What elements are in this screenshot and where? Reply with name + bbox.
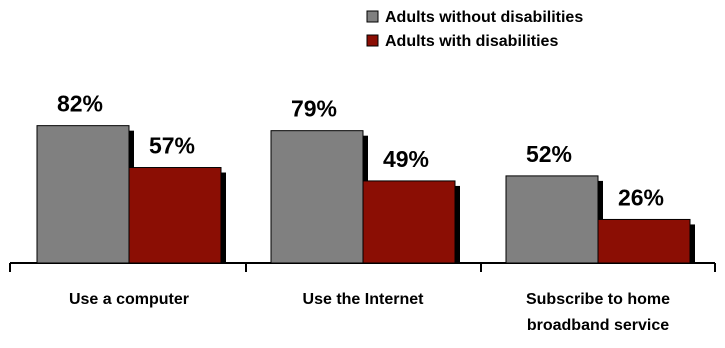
bar [128,167,222,264]
x-tick-label: Use a computer [69,291,189,308]
legend-label: Adults without disabilities [385,9,583,26]
bar [270,130,364,264]
bar [36,125,130,264]
legend-swatch [366,10,379,23]
legend-swatch [366,34,379,47]
data-label: 49% [383,146,429,172]
bar [597,218,691,264]
data-label: 57% [149,133,195,159]
bar [505,175,599,264]
x-tick-label: Use the Internet [303,291,425,308]
x-tick-label: Subscribe to home [526,291,670,308]
legend-label: Adults with disabilities [385,33,558,50]
data-label: 52% [526,141,572,167]
bar [362,180,456,264]
data-label: 79% [291,96,337,122]
x-tick-label: broadband service [527,317,669,334]
data-label: 82% [57,91,103,117]
data-label: 26% [618,184,664,210]
